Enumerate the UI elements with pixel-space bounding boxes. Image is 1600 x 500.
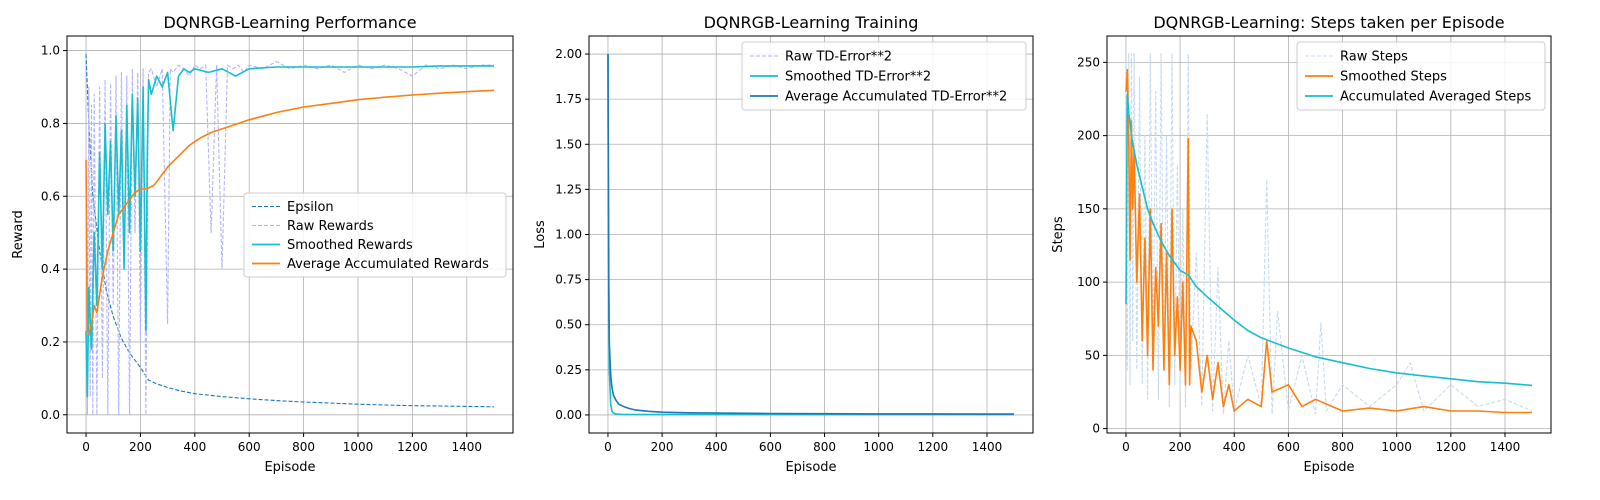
y-tick-label: 150 xyxy=(1077,202,1100,216)
legend: Raw Steps Smoothed Steps Accumulated Avera… xyxy=(1296,41,1546,111)
legend-entry: Average Accumulated TD-Error**2 xyxy=(785,90,1007,105)
series-line-raw-rewards xyxy=(85,60,494,416)
legend-entry: Epsilon xyxy=(287,200,334,215)
x-tick-label: 600 xyxy=(1277,440,1300,454)
y-axis-label: Reward xyxy=(11,210,26,258)
x-axis-label: Episode xyxy=(785,460,836,475)
y-tick-label: 100 xyxy=(1077,275,1100,289)
legend-box xyxy=(243,192,507,278)
x-tick-label: 1200 xyxy=(397,440,428,454)
legend-entry: Raw Steps xyxy=(1340,50,1408,65)
legend-entry: Smoothed TD-Error**2 xyxy=(785,70,931,85)
chart-panel-3: 0 200 400 600 800 1000 1200 1400 0 50 100 150 200 250… xyxy=(1051,13,1552,475)
series-group xyxy=(1125,53,1533,415)
chart-title: DQNRGB-Learning Training xyxy=(704,13,919,32)
legend-entry: Raw Rewards xyxy=(287,219,374,234)
chart-title: DQNRGB-Learning: Steps taken per Episode xyxy=(1153,13,1504,32)
x-tick-label: 200 xyxy=(129,440,152,454)
chart-title: DQNRGB-Learning Performance xyxy=(163,13,416,32)
y-tick-label: 50 xyxy=(1085,348,1100,362)
x-axis-label: Episode xyxy=(1303,460,1354,475)
series-line-raw-steps xyxy=(1125,53,1533,415)
y-tick-label: 0.0 xyxy=(41,408,60,422)
x-tick-label: 0 xyxy=(82,440,90,454)
axes-frame xyxy=(1106,35,1552,434)
x-tick-label: 1200 xyxy=(1436,440,1467,454)
y-tick-label: 250 xyxy=(1077,55,1100,69)
y-tick-label: 1.25 xyxy=(555,182,582,196)
series-line-smoothed-rewards xyxy=(85,65,494,398)
legend-box xyxy=(1296,41,1546,111)
legend-entry: Smoothed Rewards xyxy=(287,238,413,253)
chart-panel-2: 0 200 400 600 800 1000 1200 1400 0.00 0.25 0.50 0.7… xyxy=(533,13,1034,475)
series-line-accumulated-averaged-steps xyxy=(1125,93,1533,387)
x-tick-label: 400 xyxy=(705,440,728,454)
x-axis-label: Episode xyxy=(264,460,315,475)
x-tick-label: 200 xyxy=(1169,440,1192,454)
series-line-average-accumulated-td-error-2 xyxy=(607,53,1014,415)
y-tick-label: 0.2 xyxy=(41,335,60,349)
x-tick-label: 1400 xyxy=(972,440,1003,454)
x-tick-label: 0 xyxy=(1122,440,1130,454)
legend-entry: Raw TD-Error**2 xyxy=(785,50,892,65)
chart-panel-1: 0 200 400 600 800 1000 1200 1400 0.0 0.2 0.4 0.6 0.8… xyxy=(11,13,514,475)
axes-frame xyxy=(588,35,1034,434)
x-tick-label: 1000 xyxy=(863,440,894,454)
x-tick-label: 800 xyxy=(813,440,836,454)
x-tick-label: 600 xyxy=(238,440,261,454)
y-tick-label: 1.75 xyxy=(555,92,582,106)
series-line-epsilon xyxy=(85,54,495,408)
x-tick-label: 1000 xyxy=(1381,440,1412,454)
x-tick-label: 400 xyxy=(183,440,206,454)
y-tick-label: 0.75 xyxy=(555,273,582,287)
x-tick-label: 800 xyxy=(292,440,315,454)
y-axis-label: Loss xyxy=(533,220,548,249)
x-tick-label: 200 xyxy=(651,440,674,454)
legend: Epsilon Raw Rewards Smoothed Rewards Averag… xyxy=(243,192,507,278)
x-tick-label: 1000 xyxy=(343,440,374,454)
legend-entry: Smoothed Steps xyxy=(1340,70,1447,85)
y-axis-label: Steps xyxy=(1051,216,1066,253)
y-tick-label: 0 xyxy=(1092,422,1100,436)
x-tick-label: 1200 xyxy=(918,440,949,454)
x-tick-label: 600 xyxy=(759,440,782,454)
series-group xyxy=(85,54,495,416)
legend: Raw TD-Error**2 Smoothed TD-Error**2 Avera… xyxy=(741,41,1027,111)
series-line-average-accumulated-rewards xyxy=(85,89,495,336)
y-tick-label: 1.0 xyxy=(41,44,60,58)
x-tick-label: 800 xyxy=(1331,440,1354,454)
legend-entry: Accumulated Averaged Steps xyxy=(1340,90,1532,105)
y-tick-label: 0.50 xyxy=(555,318,582,332)
y-tick-label: 0.8 xyxy=(41,116,60,130)
y-tick-label: 0.00 xyxy=(555,408,582,422)
y-tick-label: 1.00 xyxy=(555,228,582,242)
x-tick-label: 1400 xyxy=(451,440,482,454)
y-tick-label: 2.00 xyxy=(555,47,582,61)
series-line-smoothed-steps xyxy=(1125,68,1532,414)
x-tick-label: 0 xyxy=(604,440,612,454)
series-line-smoothed-td-error-2 xyxy=(607,53,1014,416)
x-tick-label: 400 xyxy=(1223,440,1246,454)
legend-entry: Average Accumulated Rewards xyxy=(287,257,489,272)
y-tick-label: 1.50 xyxy=(555,137,582,151)
series-group xyxy=(607,53,1014,416)
y-tick-label: 0.4 xyxy=(41,262,60,276)
y-tick-label: 200 xyxy=(1077,129,1100,143)
x-tick-label: 1400 xyxy=(1490,440,1521,454)
axes-frame xyxy=(66,35,514,434)
legend-box xyxy=(741,41,1027,111)
y-tick-label: 0.6 xyxy=(41,189,60,203)
y-tick-label: 0.25 xyxy=(555,363,582,377)
